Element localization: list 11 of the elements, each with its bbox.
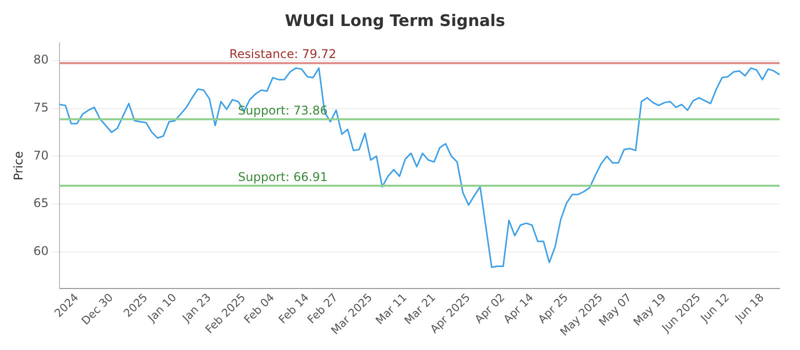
chart-title: WUGI Long Term Signals xyxy=(284,10,506,30)
x-tick-label: Dec 30 xyxy=(79,290,116,328)
ref-line-label: Resistance: 79.72 xyxy=(229,47,336,62)
y-tick-label: 80 xyxy=(33,52,49,67)
y-tick-label: 70 xyxy=(33,148,49,162)
y-axis-title: Price xyxy=(11,151,26,180)
y-tick-label: 65 xyxy=(33,196,49,210)
y-tick-label: 75 xyxy=(33,100,49,114)
y-tick-label: 60 xyxy=(33,244,49,258)
ref-line-label: Support: 66.91 xyxy=(238,170,328,184)
x-tick-label: Jun 18 xyxy=(732,290,767,326)
